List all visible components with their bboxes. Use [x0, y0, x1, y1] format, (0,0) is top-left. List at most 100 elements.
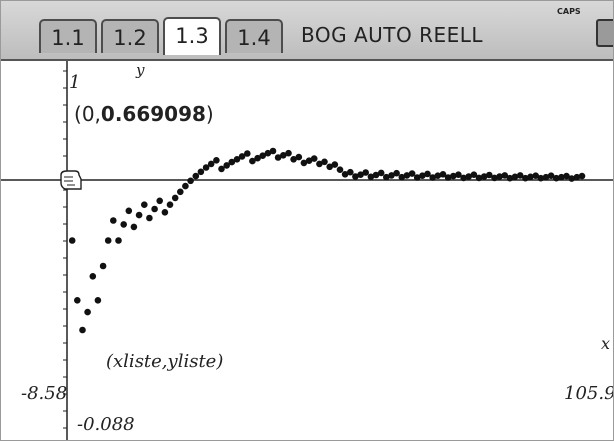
data-point: [125, 207, 133, 215]
data-point: [187, 177, 194, 185]
tab-1-3[interactable]: 1.3: [163, 17, 221, 55]
data-point: [207, 160, 215, 168]
data-point: [336, 166, 344, 173]
data-point: [460, 174, 467, 182]
data-point: [537, 174, 545, 182]
battery-icon: [596, 19, 613, 47]
data-point: [202, 164, 210, 171]
data-point: [316, 160, 323, 168]
plot-label: (xliste,yliste): [106, 351, 224, 372]
data-point: [218, 165, 225, 173]
data-point: [94, 297, 102, 304]
data-point: [310, 155, 318, 162]
y-max-value: 1: [69, 72, 81, 93]
data-point: [238, 153, 246, 160]
data-point: [444, 174, 452, 181]
data-point: [450, 172, 457, 180]
y-min-value: -0.088: [77, 414, 135, 435]
data-point: [408, 170, 416, 177]
data-point: [527, 173, 534, 181]
data-point: [357, 171, 364, 178]
data-point: [264, 149, 272, 157]
data-point: [563, 172, 570, 180]
data-point: [568, 175, 575, 182]
trace-x-value: 0: [81, 102, 95, 126]
data-point: [213, 157, 220, 164]
data-point: [89, 273, 97, 280]
data-point: [135, 211, 143, 219]
data-point: [439, 171, 447, 178]
tab-1-4[interactable]: 1.4: [225, 19, 283, 53]
data-point: [79, 326, 86, 334]
data-point: [352, 173, 359, 180]
data-point: [542, 173, 550, 181]
data-point: [305, 157, 313, 164]
data-point: [74, 297, 81, 304]
trace-y-value: 0.669098: [100, 102, 206, 126]
data-point: [341, 171, 349, 178]
data-point: [424, 170, 431, 178]
tab-1-2[interactable]: 1.2: [101, 19, 159, 53]
data-point: [84, 308, 91, 316]
data-point: [491, 174, 498, 182]
data-point: [326, 163, 334, 171]
y-axis-label: y: [136, 61, 145, 79]
data-point: [347, 168, 354, 176]
data-point: [413, 174, 421, 181]
data-point: [151, 205, 158, 213]
data-point: [285, 149, 292, 157]
data-point: [393, 169, 400, 177]
data-point: [383, 173, 390, 181]
data-point: [429, 174, 437, 181]
data-point: [295, 153, 303, 161]
x-min-value: -8.58: [21, 383, 68, 404]
data-point: [331, 161, 339, 168]
data-point: [573, 173, 581, 181]
data-point: [120, 221, 127, 228]
data-point: [516, 172, 524, 179]
trace-coordinates: (0,0.669098): [74, 102, 214, 126]
data-point: [68, 237, 76, 244]
data-point: [388, 172, 395, 179]
data-point: [274, 154, 282, 161]
data-point: [233, 156, 241, 163]
data-point: [511, 173, 519, 181]
data-point: [532, 172, 539, 179]
data-point: [496, 173, 503, 180]
data-point: [171, 194, 179, 202]
y-axis-ticks: [63, 70, 67, 429]
data-point: [244, 150, 251, 157]
data-point: [228, 158, 236, 166]
data-point: [141, 201, 148, 208]
x-axis-label: x: [601, 334, 611, 353]
scatter-points: [68, 147, 586, 334]
data-point: [434, 172, 442, 179]
data-point: [269, 147, 277, 155]
data-point: [161, 209, 169, 216]
data-point: [166, 201, 174, 208]
data-point: [146, 214, 153, 222]
data-point: [470, 171, 478, 178]
data-point: [465, 173, 473, 180]
data-point: [182, 182, 189, 190]
data-point: [547, 172, 555, 179]
data-point: [115, 237, 122, 244]
data-point: [259, 152, 267, 159]
tab-1-1[interactable]: 1.1: [39, 19, 97, 53]
data-point: [99, 262, 107, 270]
data-point: [110, 217, 117, 224]
document-title: BOG AUTO REELL: [301, 23, 484, 47]
data-point: [501, 172, 509, 179]
data-point: [506, 174, 514, 182]
data-point: [197, 168, 205, 176]
data-point: [558, 173, 565, 181]
data-point: [372, 171, 380, 179]
data-point: [290, 156, 297, 163]
hand-cursor-icon[interactable]: [60, 170, 82, 190]
data-point: [377, 169, 385, 177]
data-point: [486, 171, 493, 179]
data-point: [249, 157, 256, 165]
graph-area[interactable]: [1, 61, 613, 440]
data-point: [475, 174, 483, 182]
